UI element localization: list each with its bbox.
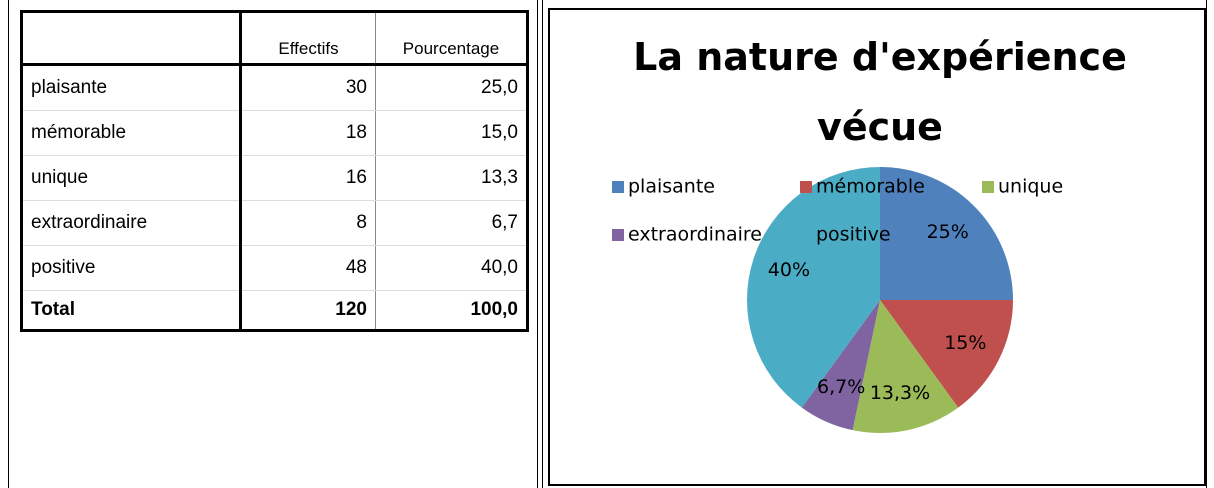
legend-label: extraordinaire — [628, 224, 762, 246]
table-cell: 48 — [240, 245, 376, 291]
table-cell: Effectifs — [240, 11, 376, 66]
table-cell: 120 — [240, 290, 376, 331]
table-row: unique 16 13,3 — [21, 155, 528, 201]
table-cell: 8 — [240, 200, 376, 246]
legend-label: plaisante — [628, 176, 715, 198]
chart-title: La nature d'expérience vécue — [633, 35, 1127, 149]
table-row: mémorable 18 15,0 — [21, 110, 528, 156]
table-cell: extraordinaire — [21, 200, 242, 246]
table-cell: Total — [21, 290, 242, 331]
table-cell: 6,7 — [375, 200, 528, 246]
pie-slice — [880, 300, 1013, 408]
table-cell: 16 — [240, 155, 376, 201]
table-cell: positive — [21, 245, 242, 291]
table-cell — [21, 11, 242, 66]
table-row: Total 120 100,0 — [21, 290, 528, 331]
table-row: extraordinaire 8 6,7 — [21, 200, 528, 246]
data-label: 25% — [927, 221, 969, 243]
table-cell: Pourcentage — [375, 11, 528, 66]
legend-swatch — [800, 181, 812, 193]
table-cell: 40,0 — [375, 245, 528, 291]
table-cell: 100,0 — [375, 290, 528, 331]
table-cell: unique — [21, 155, 242, 201]
data-label: 13,3% — [870, 382, 930, 404]
pie-slice — [880, 167, 1013, 300]
data-label: 15% — [944, 332, 986, 354]
legend-label: mémorable — [816, 176, 925, 198]
table-cell: 13,3 — [375, 155, 528, 201]
cell-border — [542, 0, 543, 488]
legend-swatch — [612, 229, 624, 241]
table-cell: 15,0 — [375, 110, 528, 156]
legend-label: positive — [816, 224, 891, 246]
cell-border — [1206, 0, 1207, 488]
pie-slice — [747, 167, 880, 408]
table-row: plaisante 30 25,0 — [21, 64, 528, 111]
legend-swatch — [800, 229, 812, 241]
table-cell: 25,0 — [375, 64, 528, 111]
table-row: positive 48 40,0 — [21, 245, 528, 291]
data-label: 40% — [768, 259, 810, 281]
table-cell: 18 — [240, 110, 376, 156]
table-cell: 30 — [240, 64, 376, 111]
legend-swatch — [612, 181, 624, 193]
legend-swatch — [982, 181, 994, 193]
pie-slice — [852, 300, 959, 434]
chart: La nature d'expérience vécue 25% 15% 13,3%6,… — [548, 8, 1206, 486]
frequency-table: Effectifs Pourcentage plaisante 30 25,0 mémor… — [20, 10, 529, 332]
cell-border — [8, 0, 538, 488]
legend-label: unique — [998, 176, 1063, 198]
pie-slice — [801, 300, 880, 431]
data-label: 6,7% — [817, 376, 865, 398]
table-cell: plaisante — [21, 64, 242, 111]
table-row: Effectifs Pourcentage — [21, 11, 528, 66]
table-cell: mémorable — [21, 110, 242, 156]
